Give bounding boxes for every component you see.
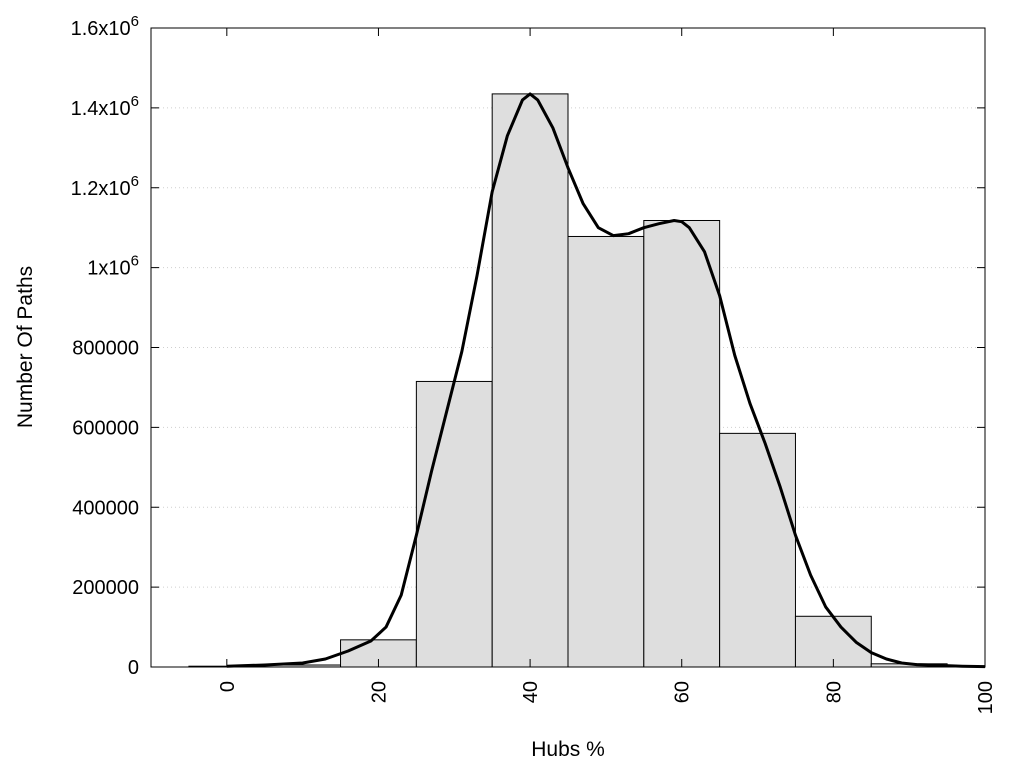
x-tick-label: 80 [823,681,845,703]
y-tick-label: 600000 [72,417,139,439]
y-tick-label: 1x106 [87,253,139,280]
y-tick-label: 200000 [72,577,139,599]
histogram-bar [719,432,796,668]
y-tick-label: 800000 [72,338,139,360]
x-tick-label: 20 [368,681,390,703]
histogram-bar [415,380,493,668]
y-tick-label: 400000 [72,497,139,519]
axis-ticks [151,27,986,668]
x-tick-label: 100 [975,681,997,714]
histogram-bars [188,93,948,668]
x-tick-label: 40 [520,681,542,703]
histogram-bar [567,235,645,668]
y-axis-title: Number Of Paths [14,266,37,428]
y-tick-label: 1.2x106 [71,173,139,200]
x-axis-title: Hubs % [531,738,605,761]
y-tick-label: 1.4x106 [71,93,139,120]
y-tick-labels: 0 200000 400000 600000 800000 1x106 1.2x106 1.4… [71,13,139,679]
histogram-bar [643,219,721,668]
y-tick-label: 1.6x106 [71,13,139,40]
histogram-bar [491,93,569,668]
x-tick-label: 0 [217,681,239,692]
x-tick-label: 60 [672,681,694,703]
density-curve [226,92,986,669]
y-tick-label: 0 [128,657,139,679]
x-tick-labels: 0 20 40 60 80 100 [217,681,997,714]
